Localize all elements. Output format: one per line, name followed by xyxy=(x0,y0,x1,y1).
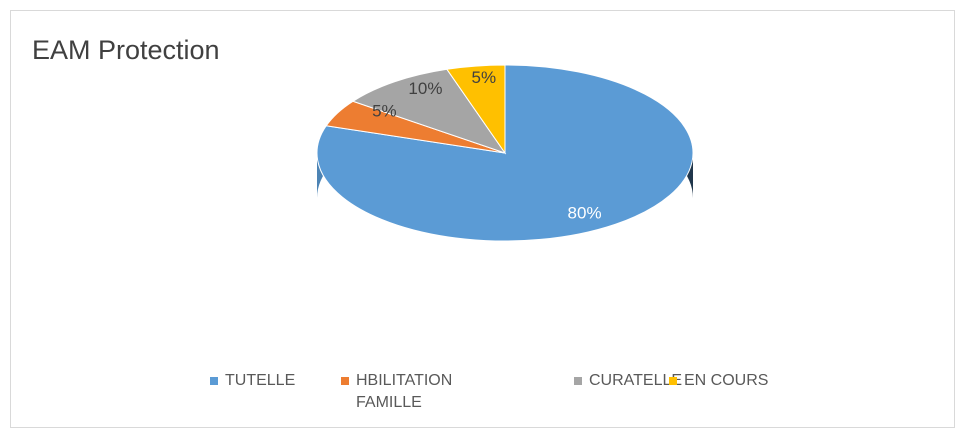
slice xyxy=(446,64,506,155)
legend-item: HBILITATION FAMILLE xyxy=(341,370,496,414)
legend: TUTELLE HBILITATION FAMILLE CURATELLE EN CO… xyxy=(0,370,967,430)
legend-swatch xyxy=(210,377,218,385)
legend-label: HBILITATION FAMILLE xyxy=(356,372,453,411)
data-label: 10% xyxy=(408,79,442,98)
legend-item: EN COURS xyxy=(669,370,824,392)
legend-swatch xyxy=(574,377,582,385)
data-label: 5% xyxy=(372,102,397,121)
legend-item: CURATELLE xyxy=(574,370,729,392)
legend-label: TUTELLE xyxy=(225,372,296,389)
legend-swatch xyxy=(669,377,677,385)
legend-item: TUTELLE xyxy=(210,370,365,392)
chart-frame xyxy=(10,10,955,428)
chart-title: EAM Protection xyxy=(32,35,220,65)
data-label: 80% xyxy=(568,204,602,223)
legend-label: CURATELLE xyxy=(589,372,683,389)
legend-swatch xyxy=(341,377,349,385)
legend-label: EN COURS xyxy=(684,372,769,389)
slice xyxy=(351,68,507,154)
data-label: 5% xyxy=(472,68,497,87)
